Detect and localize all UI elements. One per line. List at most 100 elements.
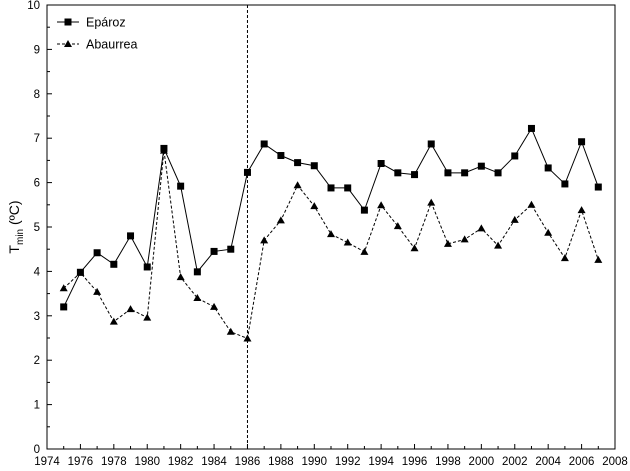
point-s2-2001 bbox=[494, 241, 503, 249]
point-s2-1998 bbox=[443, 239, 452, 247]
y-axis-title-main: T bbox=[6, 245, 22, 254]
point-s2-1992 bbox=[343, 238, 352, 246]
point-s1-1986 bbox=[243, 168, 251, 176]
legend-item-1: Epároz bbox=[57, 16, 126, 30]
series-line-2 bbox=[63, 150, 599, 340]
point-s1-1993 bbox=[360, 206, 368, 214]
point-s2-1989 bbox=[293, 181, 302, 189]
y-axis-title-unit: (ºC) bbox=[6, 200, 22, 228]
y-tick-label-9: 9 bbox=[34, 44, 40, 56]
legend: Epároz Abaurrea bbox=[57, 16, 137, 52]
point-s2-1982 bbox=[176, 273, 185, 281]
point-s1-1997 bbox=[427, 140, 435, 148]
legend-marker-2 bbox=[64, 40, 72, 47]
point-s1-1998 bbox=[444, 169, 452, 177]
point-s2-1990 bbox=[310, 202, 319, 210]
y-tick-label-0: 0 bbox=[34, 444, 40, 456]
point-s1-2007 bbox=[594, 183, 602, 191]
point-s2-2006 bbox=[577, 206, 586, 214]
legend-label-2: Abaurrea bbox=[86, 38, 137, 52]
point-s2-2002 bbox=[510, 215, 519, 223]
point-s1-1991 bbox=[327, 184, 335, 192]
y-tick-label-5: 5 bbox=[34, 222, 40, 234]
x-tick-label-2002: 2002 bbox=[502, 456, 528, 468]
point-s2-1995 bbox=[393, 222, 402, 230]
point-s1-1990 bbox=[310, 162, 318, 170]
point-s2-1980 bbox=[143, 313, 152, 321]
point-s2-2007 bbox=[594, 255, 603, 263]
point-s1-1992 bbox=[344, 184, 352, 192]
y-tick-label-10: 10 bbox=[27, 0, 40, 12]
point-s1-1978 bbox=[110, 260, 118, 268]
point-s1-1979 bbox=[127, 232, 135, 240]
legend-marker-1 bbox=[64, 18, 72, 26]
point-s2-1977 bbox=[93, 287, 102, 295]
point-s2-1976 bbox=[76, 268, 85, 276]
point-s1-1995 bbox=[394, 169, 402, 177]
point-s1-2000 bbox=[477, 162, 485, 170]
x-tick-label-1992: 1992 bbox=[335, 456, 361, 468]
x-tick-label-1998: 1998 bbox=[435, 456, 461, 468]
axis-layer: 1974 1976 1978 1980 1982 1984 1986 1988 1990 1992… bbox=[27, 0, 628, 468]
x-tick-label-1974: 1974 bbox=[34, 456, 60, 468]
point-s1-2003 bbox=[527, 124, 535, 132]
point-s1-1988 bbox=[277, 152, 285, 160]
point-s2-1988 bbox=[276, 216, 285, 224]
x-tick-label-1980: 1980 bbox=[134, 456, 160, 468]
x-tick-label-1982: 1982 bbox=[168, 456, 194, 468]
point-s1-1983 bbox=[193, 268, 201, 276]
x-tick-label-1986: 1986 bbox=[235, 456, 261, 468]
plot-area bbox=[46, 4, 616, 450]
point-s2-1975 bbox=[59, 284, 68, 292]
point-s1-2002 bbox=[511, 152, 519, 160]
x-tick-label-2006: 2006 bbox=[569, 456, 595, 468]
point-s2-1994 bbox=[377, 201, 386, 209]
y-tick-label-3: 3 bbox=[34, 311, 40, 323]
point-s2-1986 bbox=[243, 334, 252, 342]
x-tick-label-1976: 1976 bbox=[68, 456, 94, 468]
x-tick-label-1996: 1996 bbox=[402, 456, 428, 468]
point-s2-1993 bbox=[360, 247, 369, 255]
point-s2-1991 bbox=[327, 230, 335, 238]
point-s1-2004 bbox=[544, 164, 552, 172]
y-tick-label-8: 8 bbox=[34, 89, 40, 101]
series-layer bbox=[59, 124, 603, 342]
point-s1-1989 bbox=[294, 159, 302, 167]
point-s2-2000 bbox=[477, 224, 486, 232]
y-tick-label-7: 7 bbox=[34, 133, 40, 145]
x-tick-label-1990: 1990 bbox=[301, 456, 327, 468]
point-s2-1983 bbox=[193, 294, 202, 302]
point-s2-1979 bbox=[126, 305, 135, 313]
point-s1-1987 bbox=[260, 140, 268, 148]
series-1 bbox=[60, 124, 602, 311]
y-axis-title: Tmin (ºC) bbox=[6, 200, 26, 253]
point-s2-1996 bbox=[410, 244, 419, 252]
point-s1-1999 bbox=[461, 169, 469, 177]
point-s2-2005 bbox=[560, 254, 569, 262]
point-s2-1981 bbox=[159, 146, 168, 154]
point-s1-1994 bbox=[377, 160, 385, 168]
point-s1-1977 bbox=[93, 249, 101, 257]
point-s2-2004 bbox=[544, 228, 553, 236]
y-tick-label-6: 6 bbox=[34, 178, 40, 190]
point-s2-1997 bbox=[427, 198, 436, 206]
point-s1-2001 bbox=[494, 169, 502, 177]
point-s1-1980 bbox=[143, 263, 151, 271]
y-tick-label-1: 1 bbox=[34, 400, 40, 412]
x-tick-label-1994: 1994 bbox=[368, 456, 394, 468]
point-s2-1985 bbox=[226, 327, 235, 335]
point-s1-2006 bbox=[578, 138, 586, 146]
point-s1-1996 bbox=[411, 171, 419, 179]
x-tick-label-1984: 1984 bbox=[201, 456, 227, 468]
point-s1-1985 bbox=[227, 245, 235, 253]
legend-item-2: Abaurrea bbox=[57, 38, 137, 52]
x-tick-label-2004: 2004 bbox=[535, 456, 561, 468]
point-s1-1984 bbox=[210, 247, 218, 255]
y-axis-title-subscript: min bbox=[15, 229, 26, 245]
point-s1-2005 bbox=[561, 180, 569, 188]
x-tick-label-1988: 1988 bbox=[268, 456, 294, 468]
x-tick-label-1978: 1978 bbox=[101, 456, 127, 468]
point-s2-1999 bbox=[460, 235, 469, 243]
point-s1-1982 bbox=[177, 182, 185, 190]
